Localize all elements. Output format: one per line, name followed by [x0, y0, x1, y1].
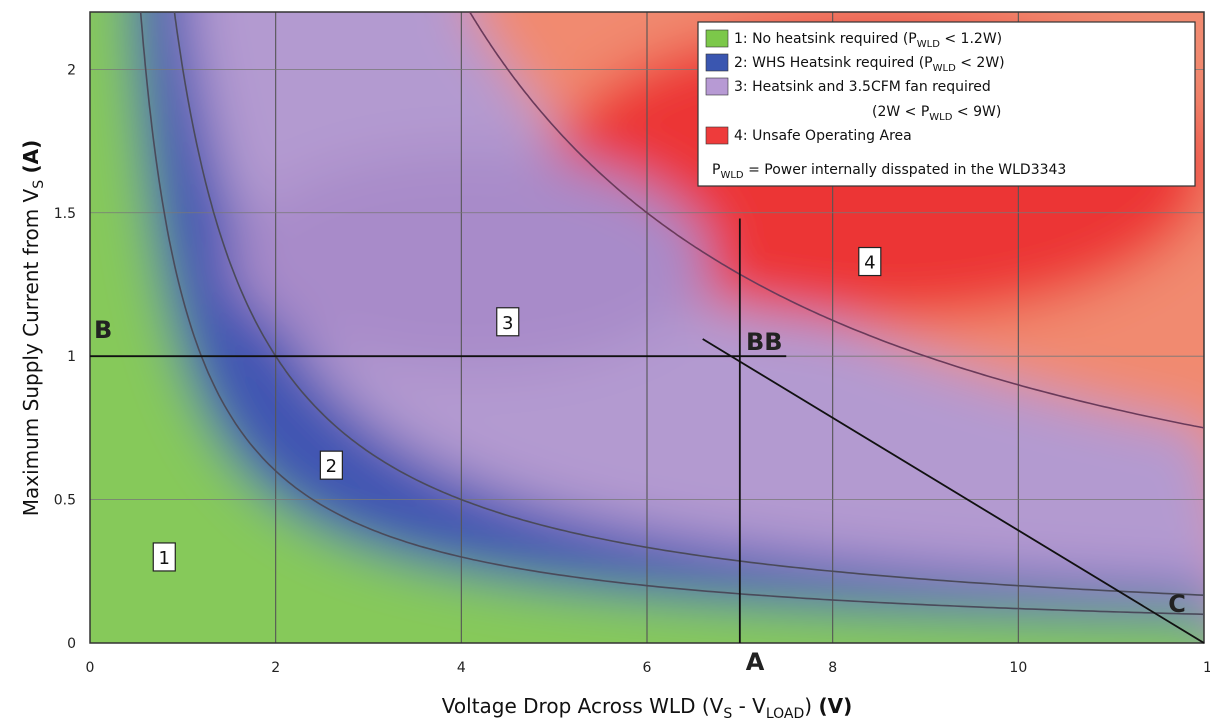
region-3-core	[230, 150, 710, 370]
construction-lines	[90, 218, 1205, 644]
curve-2w	[173, 12, 1204, 596]
legend-label-line2: (2W < PWLD < 9W)	[872, 104, 1001, 123]
legend-label: 4: Unsafe Operating Area	[734, 128, 912, 144]
x-tick-labels: 0 2 4 6 8 10 12	[86, 660, 1210, 676]
legend-label: 2: WHS Heatsink required (PWLD < 2W)	[734, 55, 1005, 74]
legend-entry-1: 1: No heatsink required (PWLD < 1.2W)	[705, 29, 1002, 50]
legend-frame	[697, 21, 1196, 187]
region-label-1: 1	[152, 542, 176, 572]
point-label-bb: BB	[746, 328, 783, 356]
x-tick-label: 2	[271, 660, 280, 676]
region-labels: 1 2 3 4	[152, 246, 882, 572]
x-tick-label: 12	[1203, 660, 1210, 676]
y-tick-labels: 0 0.5 1 1.5 2	[54, 62, 76, 652]
x-tick-label: 10	[1009, 660, 1027, 676]
point-label-c: C	[1168, 590, 1186, 618]
legend: 1: No heatsink required (PWLD < 1.2W) 2: …	[697, 21, 1196, 187]
legend-swatch	[705, 126, 729, 145]
y-tick-label: 1.5	[54, 206, 76, 222]
point-label-a: A	[746, 648, 765, 676]
point-label-b: B	[94, 316, 112, 344]
y-tick-label: 0	[67, 636, 76, 652]
plot-frame	[89, 11, 1205, 644]
legend-label: 1: No heatsink required (PWLD < 1.2W)	[734, 31, 1002, 50]
curve-9w	[469, 12, 1204, 429]
y-axis-title: Maximum Supply Current from VS (A)	[19, 140, 47, 517]
diagonal-line-c	[702, 338, 1205, 644]
legend-entry-3: 3: Heatsink and 3.5CFM fan required (2W <…	[705, 77, 1001, 123]
legend-note: PWLD = Power internally disspated in the…	[712, 162, 1066, 181]
legend-entry-2: 2: WHS Heatsink required (PWLD < 2W)	[705, 53, 1005, 74]
svg-text:4: 4	[864, 253, 875, 274]
region-1-fill	[90, 12, 1204, 643]
region-label-2: 2	[319, 450, 343, 480]
legend-swatch	[705, 53, 729, 72]
x-axis-title: Voltage Drop Across WLD (VS - VLOAD) (V)	[442, 694, 852, 722]
legend-swatch	[705, 29, 729, 48]
x-tick-label: 6	[643, 660, 652, 676]
x-tick-label: 4	[457, 660, 466, 676]
x-tick-label: 8	[828, 660, 837, 676]
svg-text:1: 1	[159, 548, 170, 569]
region-label-4: 4	[858, 246, 882, 277]
region-2-fill	[90, 12, 1204, 643]
y-tick-label: 0.5	[54, 493, 76, 509]
region-label-3: 3	[496, 307, 520, 337]
legend-label: 3: Heatsink and 3.5CFM fan required	[734, 79, 991, 95]
y-tick-label: 1	[67, 349, 76, 365]
y-tick-label: 2	[67, 62, 76, 78]
svg-text:2: 2	[326, 456, 337, 477]
legend-entry-4: 4: Unsafe Operating Area	[705, 126, 912, 145]
x-tick-label: 0	[86, 660, 95, 676]
svg-text:3: 3	[502, 313, 513, 334]
legend-swatch	[705, 77, 729, 96]
